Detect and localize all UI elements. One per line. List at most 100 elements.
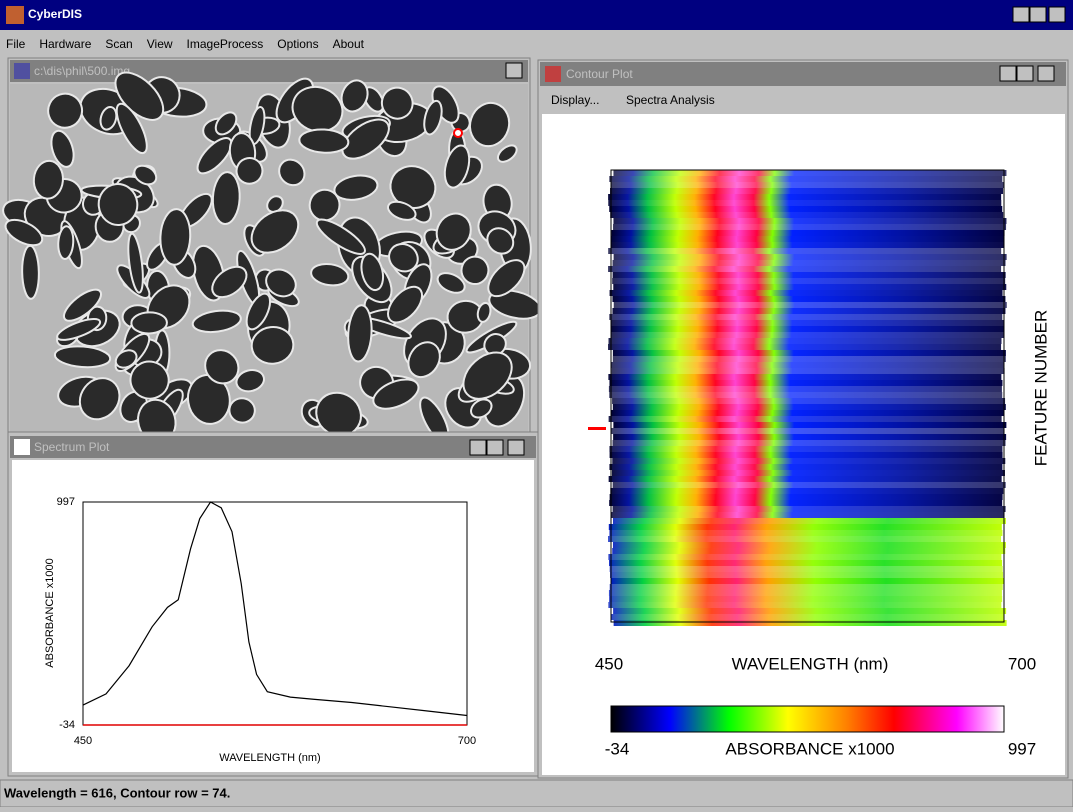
tissue-cell xyxy=(407,341,441,379)
heatmap-row xyxy=(612,440,1006,446)
title-bar xyxy=(0,0,1073,30)
maximize-button[interactable] xyxy=(1029,6,1047,23)
tissue-cell xyxy=(245,292,272,331)
x-tick-label: 450 xyxy=(74,735,92,747)
tissue-cell xyxy=(476,301,492,323)
heatmap-row xyxy=(609,530,1003,536)
heatmap-row xyxy=(613,224,1007,230)
tissue-cell xyxy=(78,377,121,421)
window-buttons[interactable] xyxy=(1012,6,1066,23)
menu-item[interactable]: Hardware xyxy=(39,37,91,51)
heatmap-row xyxy=(610,212,1004,218)
tissue-cell xyxy=(211,171,241,226)
spectrum-chart: -34 997 450 700 xyxy=(57,496,477,747)
heatmap-row xyxy=(609,566,1003,572)
heatmap-row xyxy=(613,422,1007,428)
tissue-cell xyxy=(291,85,344,133)
tissue-cell xyxy=(372,378,420,410)
y-tick-label: 997 xyxy=(57,496,75,508)
heatmap-row xyxy=(608,344,1002,350)
contour-title-bar xyxy=(540,62,1066,86)
x-tick-label: 450 xyxy=(595,654,623,673)
heatmap-row xyxy=(613,302,1007,308)
menu-item[interactable]: Spectra Analysis xyxy=(626,93,715,107)
close-button[interactable] xyxy=(505,62,523,79)
tissue-cell xyxy=(487,259,526,298)
tissue-cell xyxy=(347,304,373,363)
heatmap-row xyxy=(609,206,1003,212)
heatmap-row xyxy=(613,170,1007,176)
tissue-cell xyxy=(460,255,490,286)
x-tick-label: 700 xyxy=(1008,654,1036,673)
heatmap-row xyxy=(611,320,1005,326)
tissue-cell xyxy=(211,265,248,299)
minimize-button[interactable] xyxy=(1012,6,1030,23)
tissue-cell xyxy=(99,105,118,131)
tissue-cell xyxy=(21,244,40,300)
heatmap-row xyxy=(613,434,1007,440)
heatmap-row xyxy=(609,452,1003,458)
menu-item[interactable]: Options xyxy=(277,37,318,51)
maximize-button[interactable] xyxy=(1016,65,1034,82)
colorbar xyxy=(610,705,1005,733)
tissue-cell xyxy=(186,373,231,425)
heatmap-row xyxy=(609,176,1003,182)
heatmap-row xyxy=(611,242,1005,248)
close-button[interactable] xyxy=(1048,6,1066,23)
heatmap-row xyxy=(611,512,1005,518)
app-title: CyberDIS xyxy=(28,7,82,21)
colorbar-label: ABSORBANCE x1000 xyxy=(725,739,894,758)
menu-item[interactable]: File xyxy=(6,37,26,51)
tissue-cell xyxy=(250,325,295,365)
heatmap-row xyxy=(610,332,1004,338)
heatmap-row xyxy=(609,314,1003,320)
menu-item[interactable]: Scan xyxy=(105,37,132,51)
heatmap-row xyxy=(611,230,1005,236)
heatmap-row xyxy=(609,596,1003,602)
status-text: Wavelength = 616, Contour row = 74. xyxy=(4,785,230,800)
heatmap-row xyxy=(608,200,1002,206)
x-axis-label: WAVELENGTH (nm) xyxy=(732,654,889,673)
colorbar-tick-label: 997 xyxy=(1008,739,1036,758)
heatmap-row xyxy=(609,500,1003,506)
tissue-cell xyxy=(486,227,515,255)
heatmap-row xyxy=(613,254,1007,260)
tissue-cell xyxy=(310,262,350,287)
menu-item[interactable]: View xyxy=(147,37,173,51)
tissue-cell xyxy=(47,92,84,129)
tissue-cell xyxy=(250,209,300,254)
minimize-button[interactable] xyxy=(999,65,1017,82)
close-button[interactable] xyxy=(507,439,525,456)
tissue-cell xyxy=(298,128,350,154)
tissue-cell xyxy=(127,232,144,294)
x-axis-label: WAVELENGTH (nm) xyxy=(219,752,320,764)
heatmap-row xyxy=(612,308,1006,314)
tissue-cell xyxy=(469,101,511,148)
heatmap-row xyxy=(611,614,1005,620)
tissue-cell xyxy=(57,225,75,260)
menu-item[interactable]: About xyxy=(333,37,365,51)
maximize-button[interactable] xyxy=(486,439,504,456)
tissue-cell xyxy=(204,349,240,385)
heatmap-row xyxy=(608,266,1002,272)
heatmap-row xyxy=(612,542,1006,548)
row-marker xyxy=(588,427,606,430)
tissue-cell xyxy=(133,164,158,186)
close-button[interactable] xyxy=(1037,65,1055,82)
image-title: c:\dis\phil\500.img xyxy=(34,64,130,78)
heatmap-row xyxy=(610,572,1004,578)
tissue-cell xyxy=(56,318,102,341)
heatmap-row xyxy=(609,392,1003,398)
y-axis-label: ABSORBANCE x1000 xyxy=(44,558,56,667)
minimize-button[interactable] xyxy=(469,439,487,456)
heatmap-row xyxy=(612,272,1006,278)
heatmap-row xyxy=(613,218,1007,224)
menu-item[interactable]: ImageProcess xyxy=(187,37,264,51)
menu-item[interactable]: Display... xyxy=(551,93,599,107)
tissue-cell xyxy=(341,118,390,160)
tissue-cell xyxy=(62,288,103,322)
tissue-cell xyxy=(53,345,112,369)
image-icon xyxy=(14,63,30,79)
heatmap-row xyxy=(611,470,1005,476)
